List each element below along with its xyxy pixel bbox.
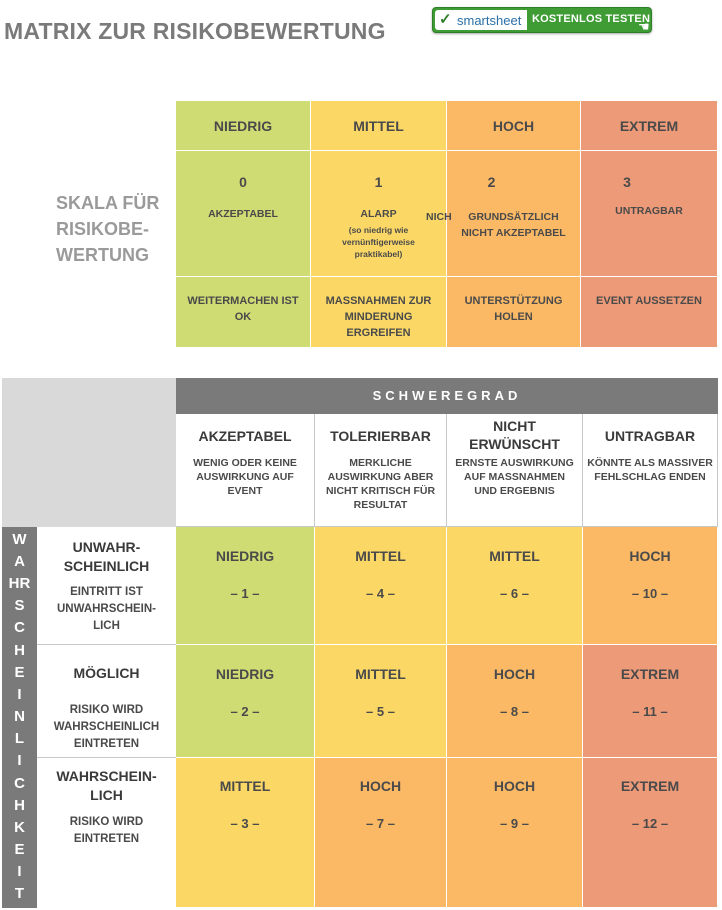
scale-level-extrem: EXTREM (581, 101, 718, 151)
pointer-cursor-icon: ☚ (638, 19, 650, 34)
matrix-cell: MITTEL – 6 – (447, 527, 583, 645)
matrix-corner (2, 378, 176, 527)
likelihood-row-moeglich: MÖGLICH RISIKO WIRD WAHRSCHEINLICH EINTR… (37, 645, 176, 758)
checkmark-icon: ✓ (439, 11, 452, 28)
matrix-cell: MITTEL – 5 – (315, 645, 447, 758)
matrix-cell: HOCH – 10 – (583, 527, 718, 645)
severity-col-untragbar: UNTRAGBAR KÖNNTE ALS MASSIVER FEHLSCHLAG… (583, 414, 718, 527)
matrix-cell: HOCH – 8 – (447, 645, 583, 758)
scale-action-mittel: MASSNAHMEN ZUR MINDERUNG ERGREIFEN (311, 277, 447, 348)
scale-level-niedrig: NIEDRIG (176, 101, 311, 151)
matrix-cell: MITTEL – 4 – (315, 527, 447, 645)
smartsheet-trial-label: KOSTENLOS TESTEN (532, 13, 651, 25)
overflow-text: NICH (426, 211, 452, 223)
matrix-cell: NIEDRIG – 1 – (176, 527, 315, 645)
severity-header: SCHWEREGRAD (176, 378, 718, 414)
matrix-cell: EXTREM – 11 – (583, 645, 718, 758)
matrix-cell: HOCH – 7 – (315, 758, 447, 908)
severity-col-nicht-erwuenscht: NICHT ERWÜNSCHT ERNSTE AUSWIRKUNG AUF MA… (447, 414, 583, 527)
smartsheet-trial-button[interactable]: ✓ smartsheet KOSTENLOS TESTEN ☚ (432, 7, 652, 34)
matrix-cell: HOCH – 9 – (447, 758, 583, 908)
scale-desc-mittel: 1 ALARP (so niedrig wie vernünftigerweis… (311, 151, 447, 277)
smartsheet-logo: smartsheet (457, 13, 522, 28)
matrix-cell: MITTEL – 3 – (176, 758, 315, 908)
likelihood-row-unwahrscheinlich: UNWAHR- SCHEINLICH EINTRITT IST UNWAHRSC… (37, 527, 176, 645)
scale-level-hoch: HOCH (447, 101, 581, 151)
scale-desc-hoch: 2 GRUNDSÄTZLICH NICHT AKZEPTABEL (447, 151, 581, 277)
scale-action-niedrig: WEITERMACHEN IST OK (176, 277, 311, 348)
smartsheet-logo-area: ✓ smartsheet (435, 10, 527, 30)
matrix-cell: NIEDRIG – 2 – (176, 645, 315, 758)
scale-desc-niedrig: 0 AKZEPTABEL (176, 151, 311, 277)
likelihood-row-wahrscheinlich: WAHRSCHEIN- LICH RISIKO WIRD EINTRETEN (37, 758, 176, 908)
scale-level-mittel: MITTEL (311, 101, 447, 151)
scale-desc-extrem: 3 UNTRAGBAR (581, 151, 718, 277)
likelihood-vertical-label: W A HR S C H E I N L I C H K E I T (2, 527, 37, 908)
page-title: MATRIX ZUR RISIKOBEWERTUNG (4, 18, 386, 44)
scale-action-hoch: UNTERSTÜTZUNG HOLEN (447, 277, 581, 348)
severity-col-akzeptabel: AKZEPTABEL WENIG ODER KEINE AUSWIRKUNG A… (176, 414, 315, 527)
scale-label: SKALA FÜR RISIKOBE- WERTUNG (56, 193, 160, 265)
scale-action-extrem: EVENT AUSSETZEN (581, 277, 718, 348)
matrix-cell: EXTREM – 12 – (583, 758, 718, 908)
severity-col-tolerierbar: TOLERIERBAR MERKLICHE AUSWIRKUNG ABER NI… (315, 414, 447, 527)
